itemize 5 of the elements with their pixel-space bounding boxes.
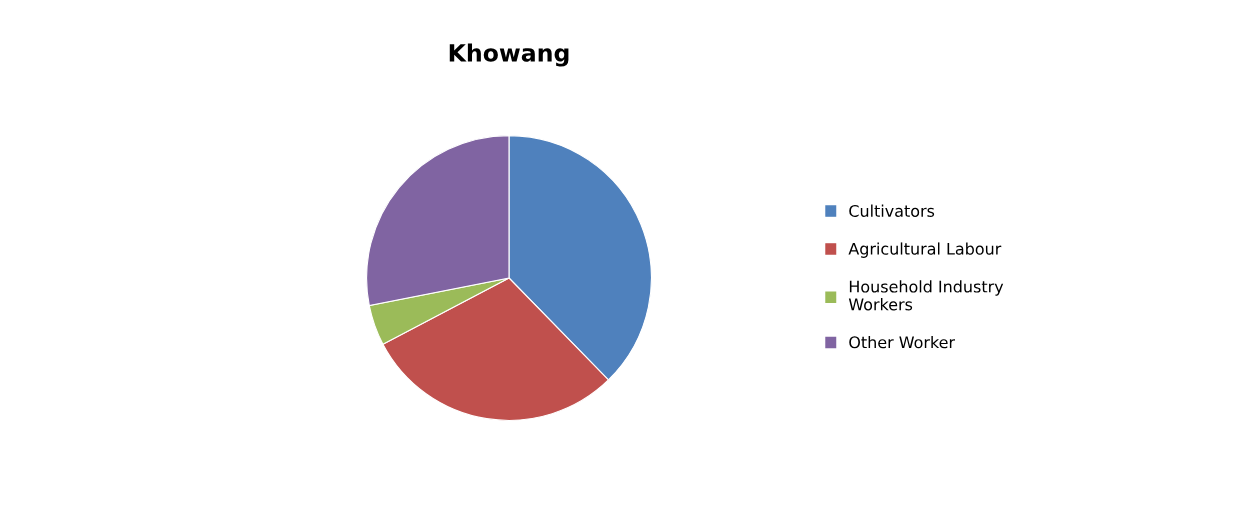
chart-title: Khowang xyxy=(449,43,569,67)
legend-label: Agricultural Labour xyxy=(848,242,1002,258)
legend-label: Household Industry Workers xyxy=(848,280,1004,311)
legend-label: Other Worker xyxy=(849,335,956,349)
legend-label: Cultivators xyxy=(849,204,935,217)
